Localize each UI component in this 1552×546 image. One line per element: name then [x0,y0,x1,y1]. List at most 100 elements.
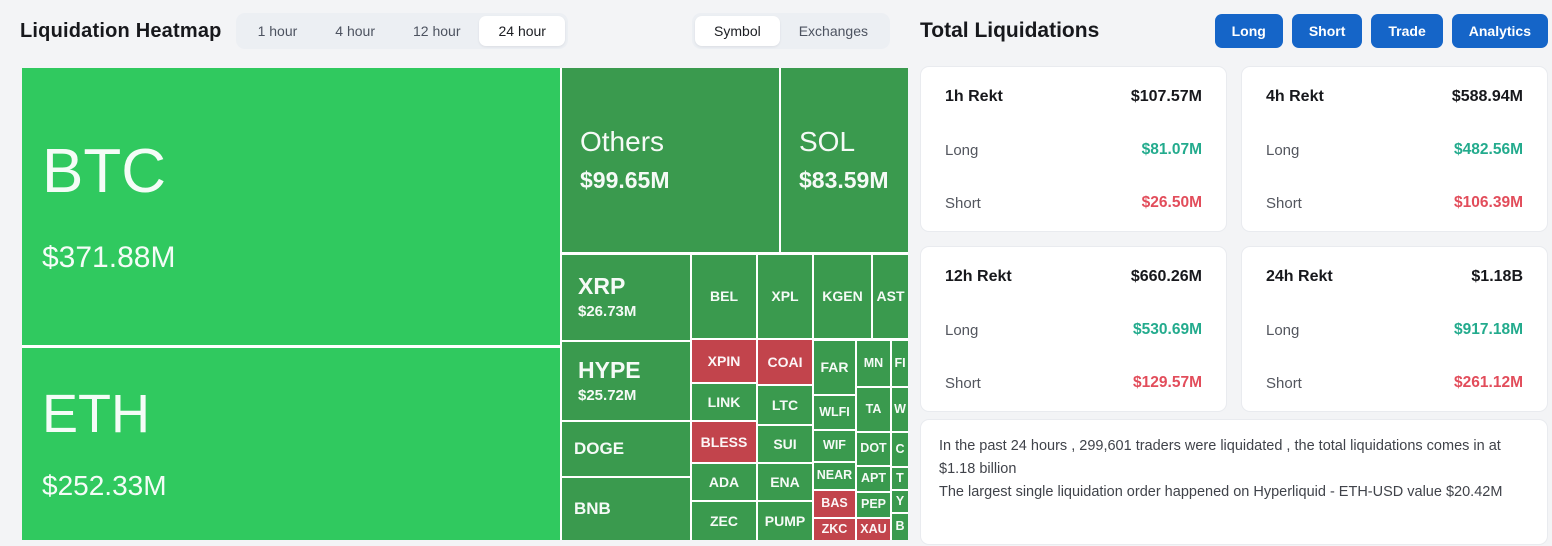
card-title: 12h Rekt [945,268,1012,285]
treemap-tile-dot[interactable]: DOT [857,433,890,465]
tile-symbol: XAU [860,521,887,536]
tab-1-hour[interactable]: 1 hour [257,23,298,39]
tile-value: $25.72M [578,386,637,404]
tile-symbol: DOT [860,441,887,456]
tile-symbol: LTC [771,396,799,413]
tile-symbol: ZKC [821,521,848,536]
short-label: Short [945,374,981,392]
treemap-tile-ltc[interactable]: LTC [758,386,812,424]
treemap-tile-fi[interactable]: FI [892,341,908,386]
total-liquidations-title: Total Liquidations [920,19,1100,42]
liquidation-summary-card: In the past 24 hours , 299,601 traders w… [920,419,1548,545]
rekt-cards: 1h Rekt $107.57M Long $81.07M Short $26.… [920,66,1548,412]
treemap-tile-zec[interactable]: ZEC [692,502,756,540]
tile-symbol: BEL [710,288,738,305]
card-total: $107.57M [1130,88,1202,105]
tile-symbol: Others [580,126,665,158]
tile-symbol: LINK [707,393,741,410]
analytics-button[interactable]: Analytics [1451,14,1548,48]
tile-value: $83.59M [799,166,889,193]
treemap-tile-ast[interactable]: AST [873,255,908,338]
card-total: $1.18B [1471,268,1523,285]
tile-symbol: HYPE [578,356,641,383]
tab-12-hour[interactable]: 12 hour [413,23,461,39]
long-value: $917.18M [1454,321,1523,338]
rekt-card-12h: 12h Rekt $660.26M Long $530.69M Short $1… [920,246,1227,412]
tile-symbol: TA [865,401,882,416]
treemap-tile-sol[interactable]: SOL $83.59M [781,68,908,252]
tab-24-hour[interactable]: 24 hour [479,16,565,46]
tile-symbol: ENA [770,473,800,490]
tile-symbol: PUMP [764,512,806,529]
treemap-tile-ada[interactable]: ADA [692,464,756,500]
treemap-tile-zkc[interactable]: ZKC [814,519,855,540]
tile-symbol: BNB [574,499,611,519]
treemap-tile-xau[interactable]: XAU [857,519,890,540]
toggle-exchanges[interactable]: Exchanges [798,23,868,39]
treemap-tile-link[interactable]: LINK [692,384,756,420]
treemap-tile-c[interactable]: C [892,433,908,466]
treemap-tile-y[interactable]: Y [892,491,908,512]
rekt-card-4h: 4h Rekt $588.94M Long $482.56M Short $10… [1241,66,1548,232]
treemap-tile-mn[interactable]: MN [857,341,890,386]
treemap-tile-xrp[interactable]: XRP $26.73M [562,255,690,340]
treemap-tile-xpl[interactable]: XPL [758,255,812,338]
treemap-tile-ta[interactable]: TA [857,388,890,431]
treemap-tile-ena[interactable]: ENA [758,464,812,500]
tile-symbol: APT [861,471,886,486]
treemap-tile-bless[interactable]: BLESS [692,422,756,462]
treemap-tile-far[interactable]: FAR [814,341,855,394]
treemap-tile-wlfi[interactable]: WLFI [814,396,855,429]
treemap-tile-xpin[interactable]: XPIN [692,340,756,382]
treemap-tile-doge[interactable]: DOGE [562,422,690,476]
short-label: Short [945,194,981,212]
long-label: Long [1266,321,1300,339]
liquidation-treemap: BTC $371.88M ETH $252.33M Others $99.65M SOL $8… [22,68,908,540]
treemap-tile-kgen[interactable]: KGEN [814,255,871,338]
long-button[interactable]: Long [1214,14,1283,48]
short-label: Short [1266,194,1302,212]
tile-symbol: DOGE [574,439,625,459]
treemap-tile-sui[interactable]: SUI [758,426,812,462]
rekt-card-1h: 1h Rekt $107.57M Long $81.07M Short $26.… [920,66,1227,232]
view-toggle: Symbol Exchanges [692,13,890,49]
tile-symbol: BTC [42,137,166,207]
tile-symbol: BLESS [700,433,748,450]
tile-symbol: XPIN [707,352,741,369]
card-title: 4h Rekt [1266,88,1324,105]
summary-line-2: The largest single liquidation order hap… [939,484,1503,501]
treemap-tile-wif[interactable]: WIF [814,431,855,461]
tile-symbol: SUI [773,435,797,452]
tile-symbol: BAS [821,496,848,511]
treemap-tile-pump[interactable]: PUMP [758,502,812,540]
treemap-tile-btc[interactable]: BTC $371.88M [22,68,560,345]
card-title: 1h Rekt [945,88,1003,105]
treemap-tile-bnb[interactable]: BNB [562,478,690,540]
short-label: Short [1266,374,1302,392]
toggle-symbol[interactable]: Symbol [695,16,780,46]
treemap-tile-near[interactable]: NEAR [814,463,855,489]
treemap-tile-b[interactable]: B [892,514,908,540]
page-title: Liquidation Heatmap [20,19,222,42]
tab-4-hour[interactable]: 4 hour [335,23,375,39]
tile-symbol: T [896,470,904,485]
trade-button[interactable]: Trade [1371,14,1443,48]
tile-symbol: WIF [823,438,846,453]
treemap-tile-eth[interactable]: ETH $252.33M [22,348,560,540]
treemap-tile-others[interactable]: Others $99.65M [562,68,779,252]
top-bar: Liquidation Heatmap 1 hour 4 hour 12 hou… [0,0,1552,62]
treemap-tile-apt[interactable]: APT [857,467,890,491]
treemap-tile-coai[interactable]: COAI [758,340,812,384]
treemap-tile-w[interactable]: W [892,388,908,431]
short-button[interactable]: Short [1291,14,1363,48]
tile-symbol: FI [894,355,906,370]
treemap-tile-bas[interactable]: BAS [814,491,855,517]
card-total: $588.94M [1451,88,1523,105]
treemap-tile-t[interactable]: T [892,468,908,489]
treemap-tile-pep[interactable]: PEP [857,493,890,517]
top-bar-left: Liquidation Heatmap 1 hour 4 hour 12 hou… [0,13,908,49]
treemap-tile-hype[interactable]: HYPE $25.72M [562,342,690,420]
treemap-tile-bel[interactable]: BEL [692,255,756,338]
short-value: $261.12M [1454,374,1523,391]
short-value: $106.39M [1454,194,1523,211]
